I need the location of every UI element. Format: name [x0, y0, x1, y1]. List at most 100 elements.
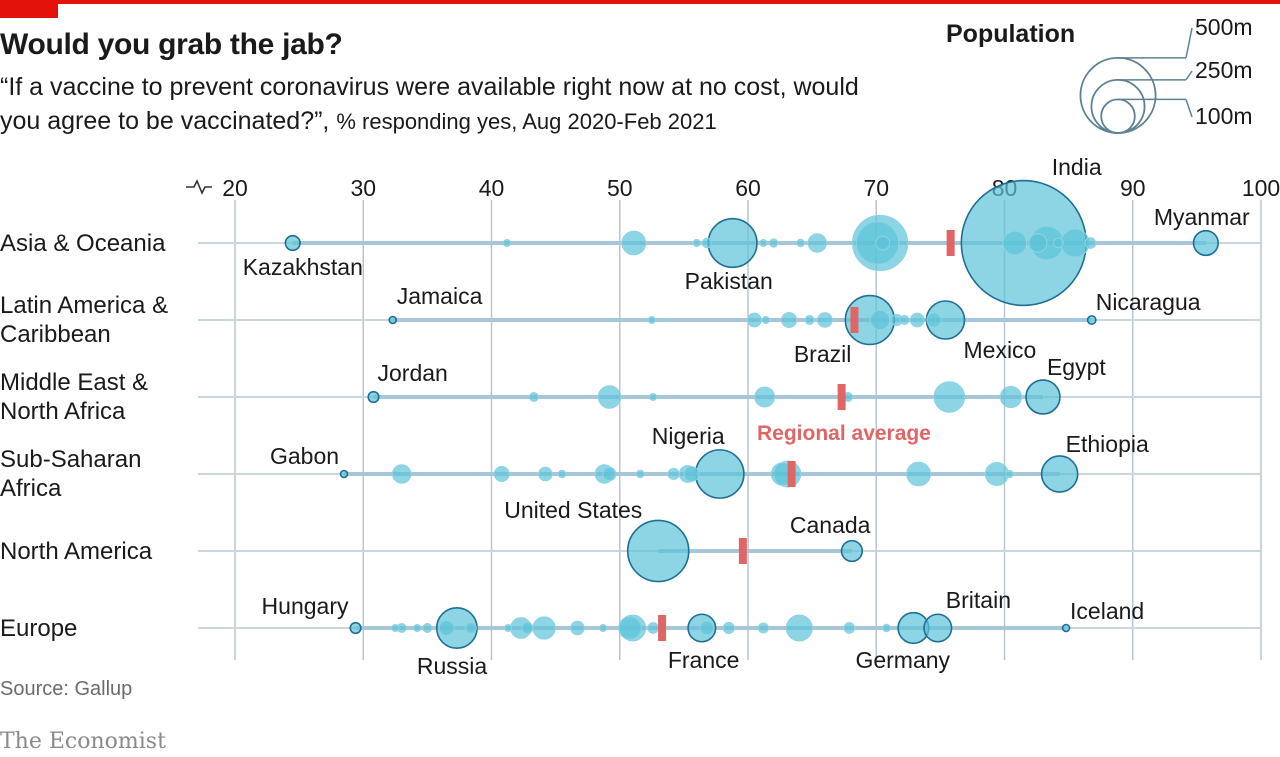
data-point: [883, 624, 891, 632]
country-label: United States: [504, 497, 642, 523]
data-point: [910, 313, 924, 327]
data-point: [747, 313, 761, 327]
legend-circle: [1101, 99, 1135, 133]
data-point: [702, 238, 712, 248]
data-point: [755, 387, 775, 407]
data-point: [1085, 238, 1096, 249]
data-point: [684, 467, 699, 482]
data-point: [648, 623, 659, 634]
data-point: [760, 240, 767, 247]
region-label: North Africa: [0, 398, 126, 425]
country-label: Mexico: [964, 337, 1037, 363]
data-point: [1000, 386, 1021, 407]
data-point: [723, 622, 734, 633]
legend-circle: [1080, 58, 1155, 133]
brand-logo: The Economist: [0, 729, 166, 754]
data-point: [770, 239, 778, 247]
data-point: [1042, 456, 1078, 492]
data-point: [844, 623, 855, 634]
data-point: [503, 240, 510, 247]
country-label: Hungary: [262, 593, 349, 619]
regional-average-marker: [850, 307, 858, 333]
data-point: [808, 234, 826, 252]
legend-label: 500m: [1195, 14, 1253, 40]
data-point: [1194, 231, 1219, 256]
data-point: [650, 394, 657, 401]
region-label: Caribbean: [0, 321, 111, 348]
data-point: [786, 615, 812, 641]
data-point: [522, 622, 533, 633]
data-point: [505, 625, 512, 632]
data-point: [708, 219, 757, 268]
data-point: [539, 467, 552, 480]
data-point: [758, 623, 768, 633]
x-tick-label: 60: [735, 175, 761, 201]
data-point: [924, 614, 952, 642]
data-point: [762, 317, 769, 324]
data-point: [466, 623, 477, 634]
data-point: [648, 317, 655, 324]
data-point: [797, 239, 805, 247]
data-point: [693, 240, 700, 247]
x-tick-label: 30: [350, 175, 376, 201]
region-label: Africa: [0, 475, 62, 502]
data-point: [927, 313, 941, 327]
country-label: Gabon: [270, 443, 339, 469]
data-point: [782, 312, 797, 327]
country-label: Canada: [790, 512, 871, 538]
data-point: [907, 462, 931, 486]
country-label: Kazakhstan: [243, 254, 363, 280]
data-point: [350, 623, 361, 634]
regional-average-marker: [838, 384, 846, 410]
legend-circle: [1091, 80, 1144, 133]
data-point: [805, 316, 814, 325]
data-point: [533, 617, 555, 639]
data-point: [842, 541, 863, 562]
data-point: [529, 393, 538, 402]
axis-break-icon: [186, 181, 212, 193]
data-point: [619, 617, 642, 640]
legend-leader: [1186, 28, 1192, 58]
legend-leader: [1186, 99, 1192, 117]
data-point: [1006, 471, 1013, 478]
data-point: [934, 382, 965, 413]
legend-label: 100m: [1195, 103, 1253, 129]
data-point: [876, 236, 890, 250]
region-label: Sub-Saharan: [0, 446, 141, 473]
regional-average-marker: [739, 538, 747, 564]
country-label: Ethiopia: [1066, 431, 1149, 457]
country-label: Jamaica: [397, 283, 483, 309]
x-tick-label: 90: [1120, 175, 1146, 201]
source-note: Source: Gallup: [0, 678, 132, 701]
regional-average-marker: [947, 230, 955, 256]
region-label: Middle East &: [0, 369, 148, 396]
data-point: [392, 625, 399, 632]
region-label: Latin America &: [0, 292, 168, 319]
x-tick-label: 100: [1242, 175, 1280, 201]
region-label: North America: [0, 538, 153, 565]
data-point: [603, 467, 616, 480]
country-label: Iceland: [1070, 598, 1144, 624]
country-label: Germany: [855, 647, 950, 673]
data-point: [700, 621, 714, 635]
data-point: [818, 313, 833, 328]
data-point: [1003, 231, 1027, 255]
legend-leader: [1186, 71, 1192, 80]
legend-title: Population: [946, 20, 1075, 48]
country-label: Pakistan: [685, 268, 773, 294]
data-point: [558, 470, 566, 478]
bubble-chart: 2030405060708090100Population500m250m100…: [0, 0, 1280, 757]
data-point: [1029, 234, 1047, 252]
region-label: Asia & Oceania: [0, 230, 166, 257]
x-tick-label: 20: [222, 175, 248, 201]
data-point: [1054, 238, 1064, 248]
data-point: [900, 316, 909, 325]
country-label: Myanmar: [1154, 204, 1250, 230]
data-point: [341, 471, 348, 478]
country-label: Egypt: [1047, 354, 1106, 380]
country-label: India: [1052, 154, 1102, 180]
data-point: [870, 310, 889, 329]
data-point: [368, 392, 379, 403]
data-point: [985, 462, 1008, 485]
data-point: [628, 520, 689, 581]
